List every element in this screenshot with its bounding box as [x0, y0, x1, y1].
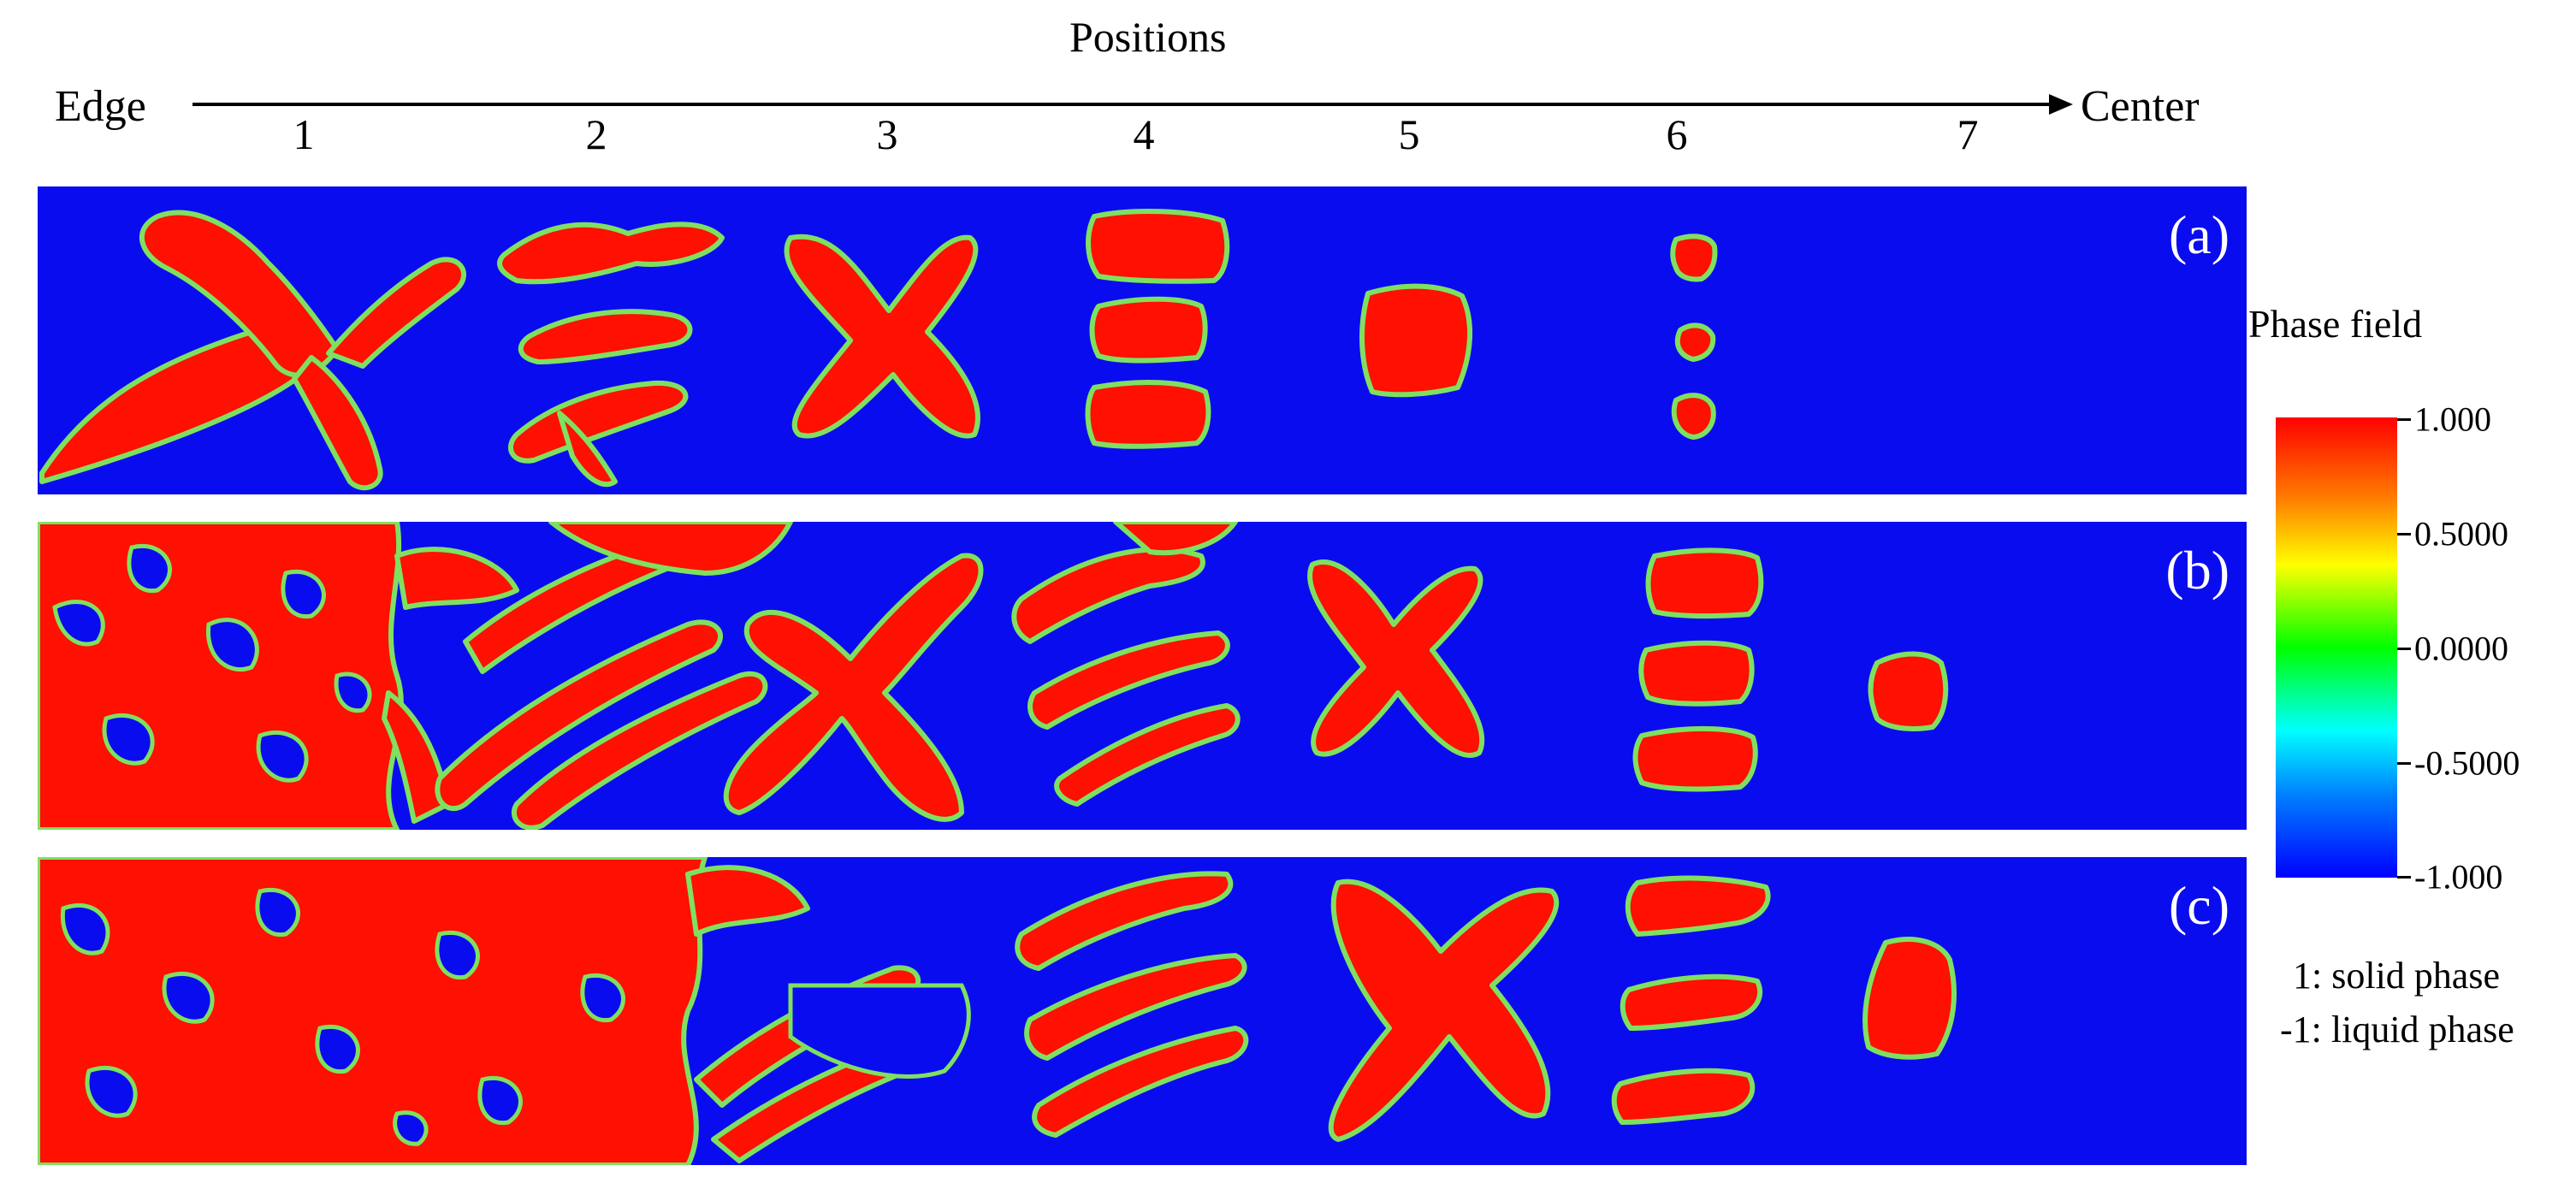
panel-c-label: (c) [2168, 875, 2230, 936]
center-label: Center [2081, 82, 2200, 131]
phase-field-panel-c: (c) [38, 857, 2247, 1165]
position-3-label: 3 [876, 110, 898, 158]
colorbar-tick [2397, 533, 2411, 535]
position-2-label: 2 [585, 110, 607, 158]
colorbar-tick-label: -0.5000 [2414, 743, 2520, 783]
solid-phase-note: 1: solid phase [2293, 955, 2500, 997]
colorbar-tick-label: 0.0000 [2414, 629, 2508, 668]
liquid-phase-note: -1: liquid phase [2280, 1009, 2514, 1050]
phase-field-panel-b: (b) [38, 522, 2247, 830]
colorbar-tick-label: 0.5000 [2414, 514, 2508, 553]
position-4-label: 4 [1133, 110, 1155, 158]
colorbar-title: Phase field [2248, 302, 2423, 346]
colorbar-tick [2397, 648, 2411, 650]
edge-to-center-arrow [192, 94, 2073, 115]
position-7-label: 7 [1957, 110, 1979, 158]
panel-c-dendrites [38, 857, 1957, 1165]
colorbar-tick [2397, 762, 2411, 765]
colorbar-tick [2397, 418, 2411, 421]
panel-a-dendrites [39, 209, 1718, 491]
position-5-label: 5 [1398, 110, 1420, 158]
colorbar-tick-label: 1.000 [2414, 399, 2491, 439]
edge-label: Edge [55, 82, 146, 131]
colorbar-tick [2397, 876, 2411, 879]
positions-title: Positions [1069, 13, 1227, 61]
colorbar-tick-label: -1.000 [2414, 857, 2503, 896]
phase-field-colorbar [2276, 417, 2397, 878]
panel-b-label: (b) [2165, 540, 2230, 600]
panel-a-label: (a) [2168, 204, 2230, 265]
panel-b-dendrites [38, 522, 1949, 830]
phase-field-panel-a: (a) [38, 186, 2247, 494]
position-1-label: 1 [293, 110, 315, 158]
position-6-label: 6 [1666, 110, 1688, 158]
